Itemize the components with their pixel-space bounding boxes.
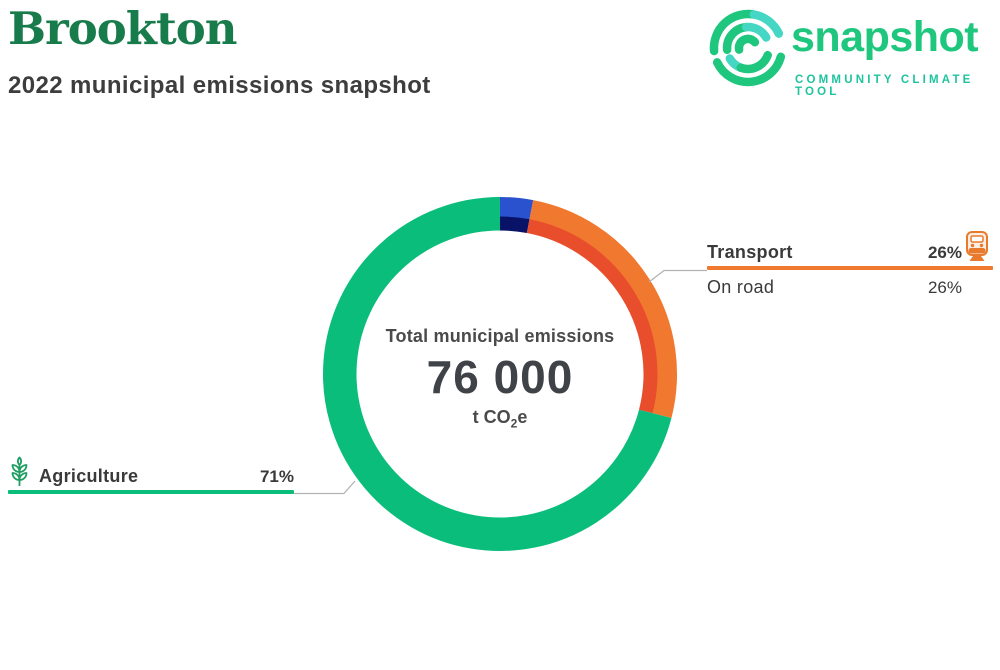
agriculture-percent: 71% <box>259 467 294 486</box>
donut-segment-unlabeled <box>499 216 530 234</box>
unit-prefix: t CO <box>472 407 511 427</box>
donut-center-text: Total municipal emissions 76 000 t CO2e <box>350 326 650 431</box>
transport-label: Transport <box>707 242 793 262</box>
transport-underline <box>707 266 993 270</box>
logo-wordmark: snapshot <box>791 13 979 61</box>
callout-connector-lines <box>294 269 707 495</box>
unit-suffix: e <box>517 407 528 427</box>
page-subtitle: 2022 municipal emissions snapshot <box>8 72 431 99</box>
snapshot-logo-mark-icon <box>708 3 788 93</box>
on-road-percent: 26% <box>927 278 962 297</box>
agriculture-callout: Agriculture 71% <box>8 456 294 494</box>
donut-segments <box>323 197 677 551</box>
unit-subscript: 2 <box>510 416 518 431</box>
page-title: Brookton <box>8 2 237 55</box>
on-road-label: On road <box>707 277 775 297</box>
total-emissions-value: 76 000 <box>426 351 574 403</box>
logo-tagline: COMMUNITY CLIMATE TOOL <box>795 74 974 98</box>
train-icon <box>960 229 994 263</box>
donut-segment-agriculture <box>342 216 653 532</box>
total-emissions-label: Total municipal emissions <box>385 326 615 346</box>
callout-connector <box>648 269 707 283</box>
total-emissions-unit: t CO2e <box>350 407 650 431</box>
transport-percent: 26% <box>927 243 962 262</box>
callout-connector <box>294 480 356 495</box>
agriculture-label: Agriculture <box>39 466 139 486</box>
transport-subsector-row: On road 26% <box>707 277 993 298</box>
transport-callout: Transport 26% On road 26% <box>707 231 993 298</box>
donut-segment-unlabeled <box>499 197 534 220</box>
donut-segment-transport <box>529 200 677 419</box>
wheat-icon <box>7 455 32 489</box>
donut-segment-agriculture <box>323 197 672 551</box>
agriculture-underline <box>8 490 294 494</box>
donut-segment-transport <box>526 219 658 414</box>
